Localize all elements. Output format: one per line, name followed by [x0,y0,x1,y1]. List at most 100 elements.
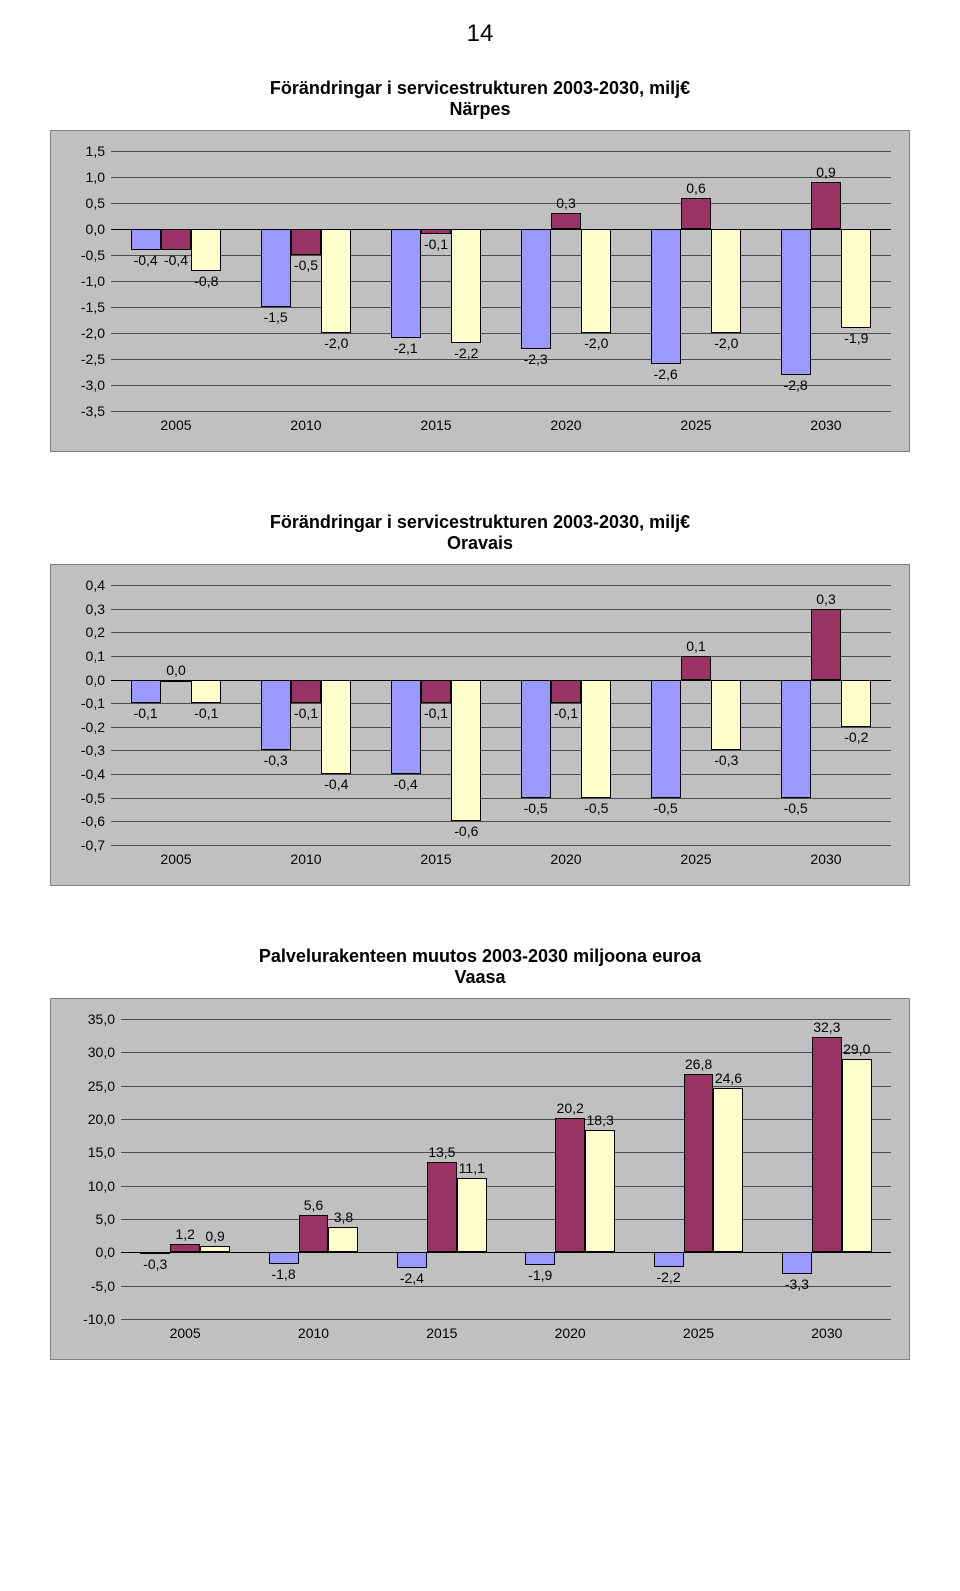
gridline [121,1152,891,1153]
bar [191,680,221,704]
y-tick-label: 15,0 [88,1144,115,1160]
bar-label: -0,1 [194,705,218,721]
gridline [121,1119,891,1120]
gridline [111,821,891,822]
bar [585,1130,615,1252]
y-tick-label: 0,0 [96,1244,115,1260]
gridline [111,632,891,633]
chart-0: Förändringar i servicestrukturen 2003-20… [50,78,910,452]
bar-label: -0,2 [844,729,868,745]
bar [841,680,871,727]
y-tick-label: -0,2 [81,719,105,735]
y-tick-label: 10,0 [88,1178,115,1194]
bar-label: 3,8 [334,1209,353,1225]
y-tick-label: 35,0 [88,1011,115,1027]
bar [842,1059,872,1252]
bar-label: -0,1 [134,705,158,721]
y-tick-label: 20,0 [88,1111,115,1127]
gridline [111,656,891,657]
bar-label: -2,1 [394,340,418,356]
x-tick-label: 2020 [550,851,581,867]
bar [391,680,421,775]
bar [581,680,611,798]
y-tick-label: -0,1 [81,695,105,711]
gridline [111,151,891,152]
bar-label: 20,2 [557,1100,584,1116]
bar [299,1215,329,1252]
bar [811,182,841,229]
bar [781,680,811,798]
gridline [111,680,891,681]
gridline [111,333,891,334]
bar-label: -2,8 [784,377,808,393]
y-tick-label: 1,5 [86,143,105,159]
y-tick-label: -10,0 [83,1311,115,1327]
gridline [111,411,891,412]
bar [170,1244,200,1252]
charts-container: Förändringar i servicestrukturen 2003-20… [0,78,960,1360]
x-tick-label: 2030 [811,1325,842,1341]
bar-label: -0,4 [324,776,348,792]
bar [261,680,291,751]
chart-frame: -10,0-5,00,05,010,015,020,025,030,035,02… [50,998,910,1360]
bar [581,229,611,333]
bar-label: -2,6 [654,366,678,382]
gridline [111,727,891,728]
chart-2: Palvelurakenteen muutos 2003-2030 miljoo… [50,946,910,1360]
bar [397,1252,427,1268]
y-tick-label: -3,5 [81,403,105,419]
bar-label: 29,0 [843,1041,870,1057]
bar-label: 0,1 [686,638,705,654]
bar-label: 0,3 [816,591,835,607]
bar-label: -2,3 [524,351,548,367]
chart-1: Förändringar i servicestrukturen 2003-20… [50,512,910,886]
gridline [121,1319,891,1320]
y-tick-label: 0,0 [86,672,105,688]
chart-title: Förändringar i servicestrukturen 2003-20… [50,78,910,120]
bar [555,1118,585,1253]
bar [521,229,551,349]
gridline [111,703,891,704]
gridline [121,1186,891,1187]
bar-label: 32,3 [813,1019,840,1035]
gridline [121,1252,891,1253]
gridline [111,385,891,386]
gridline [111,229,891,230]
bar-label: -0,1 [424,236,448,252]
bar-label: -0,1 [554,705,578,721]
x-tick-label: 2015 [420,417,451,433]
bar [269,1252,299,1264]
y-tick-label: -1,5 [81,299,105,315]
bar [681,198,711,229]
bar-label: -0,4 [134,252,158,268]
bar-label: 13,5 [428,1144,455,1160]
y-tick-label: -5,0 [91,1278,115,1294]
bar [291,229,321,255]
gridline [121,1286,891,1287]
bar [391,229,421,338]
bar [521,680,551,798]
gridline [111,585,891,586]
x-tick-label: 2005 [160,417,191,433]
bar-label: -2,0 [714,335,738,351]
bar [131,229,161,250]
bar-label: -2,0 [324,335,348,351]
page-number: 14 [0,20,960,48]
bar-label: 24,6 [715,1070,742,1086]
bar-label: -0,4 [394,776,418,792]
bar-label: -0,3 [714,752,738,768]
bar [451,229,481,343]
x-tick-label: 2030 [810,851,841,867]
y-tick-label: 0,4 [86,577,105,593]
bar-label: -1,8 [271,1266,295,1282]
bar [427,1162,457,1252]
bar-label: 26,8 [685,1056,712,1072]
x-tick-label: 2010 [298,1325,329,1341]
bar-label: -1,5 [264,309,288,325]
y-tick-label: 0,2 [86,624,105,640]
bar [291,680,321,704]
bar [525,1252,555,1265]
x-tick-label: 2005 [160,851,191,867]
bar [711,229,741,333]
bar-label: -2,4 [400,1270,424,1286]
